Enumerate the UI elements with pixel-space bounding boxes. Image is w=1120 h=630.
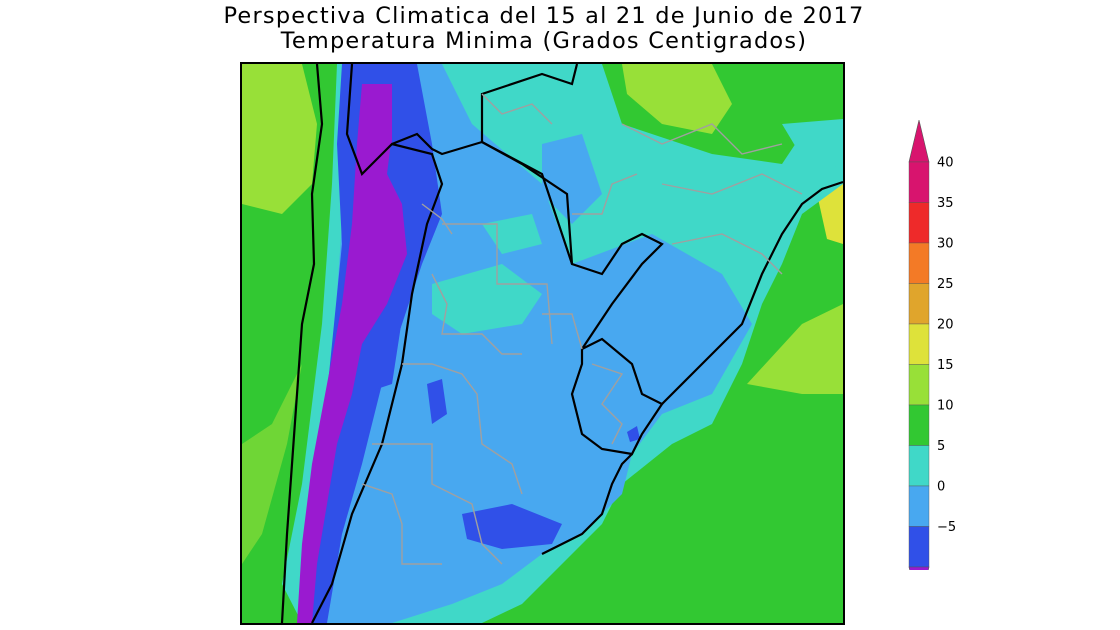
coastal-yellow-region	[817, 184, 843, 244]
map-canvas	[242, 64, 843, 623]
figure-title: Perspectiva Climatica del 15 al 21 de Ju…	[0, 4, 1088, 54]
atlantic-light-green-region	[747, 304, 843, 394]
colorbar-tick-label: 40	[937, 156, 954, 171]
temperature-map	[240, 62, 845, 625]
bolivia-dept-line	[481, 93, 553, 125]
colorbar-swatch	[908, 404, 930, 446]
province-line-3	[402, 363, 523, 495]
title-line-1: Perspectiva Climatica del 15 al 21 de Ju…	[223, 4, 865, 29]
province-line-4	[372, 443, 503, 565]
brazil-light-green-region	[622, 64, 732, 134]
province-line-6	[542, 313, 583, 350]
uruguay-border	[570, 337, 664, 456]
colorbar-swatch	[908, 364, 930, 406]
brazil-state-line-2	[661, 173, 803, 195]
chile-coastline	[280, 64, 324, 623]
dark-blue-patch-south	[462, 504, 562, 549]
colorbar-swatch	[908, 202, 930, 244]
andes-border	[311, 64, 444, 623]
brazil-state-line-3	[671, 233, 783, 275]
dark-blue-patch-center	[427, 379, 447, 424]
argentina-north-border	[391, 132, 664, 350]
pacific-light-green-region	[242, 64, 317, 214]
brazil-state-line-1	[621, 123, 783, 155]
province-borders	[361, 93, 803, 565]
colorbar-swatch	[908, 445, 930, 487]
province-line-5	[361, 483, 442, 565]
colorbar-tick-label: 35	[937, 196, 954, 211]
bolivia-border	[480, 64, 579, 142]
colorbar-labels: 40 35 30 25 20 15 10 5 0 −5	[937, 156, 956, 536]
country-borders	[280, 64, 843, 623]
paraguay-dept-line	[572, 173, 638, 215]
colorbar-swatch	[908, 323, 930, 365]
province-line-7	[421, 203, 453, 235]
province-line-1	[442, 223, 553, 345]
colorbar-tick-label: 15	[937, 358, 954, 373]
colorbar-tick-label: 25	[937, 277, 954, 292]
colorbar-swatch	[908, 485, 930, 527]
paraguay-border	[481, 141, 574, 265]
andes-purple-region	[297, 84, 407, 623]
uruguay-dept-line	[591, 363, 624, 445]
colorbar-tick-label: 0	[937, 480, 945, 495]
purple-north	[362, 84, 392, 149]
dark-blue-patch-cuyo	[362, 319, 402, 394]
province-line-2	[431, 273, 522, 355]
temperature-colorbar: 40 35 30 25 20 15 10 5 0 −5	[908, 120, 956, 570]
colorbar-swatches	[908, 120, 930, 570]
title-line-2: Temperatura Minima (Grados Centigrados)	[280, 29, 808, 54]
colorbar-swatch	[908, 161, 930, 203]
blue-patch-north	[542, 134, 602, 224]
colorbar-top-arrow	[908, 120, 930, 163]
colorbar-bottom-arrow	[908, 566, 930, 570]
cyan-patch-center	[432, 264, 542, 334]
colorbar-swatch	[908, 283, 930, 325]
colorbar-tick-label: 30	[937, 237, 954, 252]
pacific-light-green-south	[242, 364, 302, 564]
dark-blue-patch-uruguay	[627, 426, 640, 442]
ne-cyan-patch	[782, 119, 843, 174]
colorbar-tick-label: 10	[937, 399, 954, 414]
argentina-east-coast	[541, 453, 633, 555]
colorbar-swatch	[908, 242, 930, 284]
colorbar-swatch	[908, 526, 930, 568]
colorbar-tick-label: 5	[937, 439, 945, 454]
brazil-coastline	[661, 180, 843, 405]
colorbar-tick-label: −5	[937, 520, 956, 535]
colorbar-tick-label: 20	[937, 318, 954, 333]
